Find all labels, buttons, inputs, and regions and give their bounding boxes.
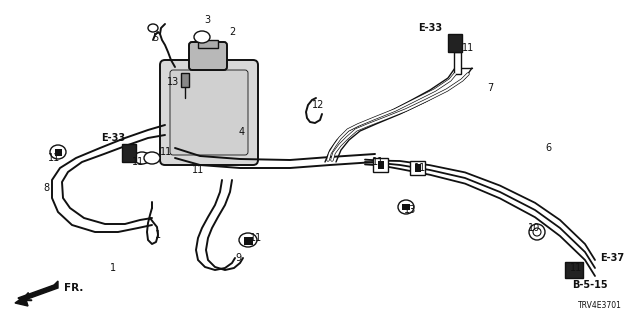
Text: 11: 11 bbox=[192, 165, 204, 175]
Text: 7: 7 bbox=[487, 83, 493, 93]
Ellipse shape bbox=[144, 152, 160, 164]
Text: 8: 8 bbox=[43, 183, 49, 193]
Bar bbox=[410, 161, 425, 175]
FancyBboxPatch shape bbox=[170, 70, 248, 155]
Text: 11: 11 bbox=[462, 43, 474, 53]
Bar bbox=[122, 144, 136, 162]
FancyBboxPatch shape bbox=[160, 60, 258, 165]
Ellipse shape bbox=[529, 224, 545, 240]
FancyBboxPatch shape bbox=[189, 42, 227, 70]
Bar bbox=[565, 262, 583, 278]
Text: TRV4E3701: TRV4E3701 bbox=[578, 301, 622, 310]
Text: 10: 10 bbox=[528, 223, 540, 233]
Bar bbox=[55, 149, 62, 156]
Text: 11: 11 bbox=[132, 157, 144, 167]
Ellipse shape bbox=[148, 24, 158, 32]
Text: 13: 13 bbox=[404, 205, 416, 215]
Bar bbox=[198, 40, 218, 48]
Text: 3: 3 bbox=[204, 15, 210, 25]
Polygon shape bbox=[15, 296, 28, 306]
Text: 1: 1 bbox=[155, 230, 161, 240]
Text: 13: 13 bbox=[167, 77, 179, 87]
Text: 11: 11 bbox=[160, 147, 172, 157]
Text: FR.: FR. bbox=[64, 283, 83, 293]
Text: 11: 11 bbox=[48, 153, 60, 163]
Ellipse shape bbox=[398, 200, 414, 214]
Bar bbox=[448, 34, 462, 52]
Bar bbox=[244, 237, 253, 245]
Polygon shape bbox=[18, 281, 58, 301]
Text: 11: 11 bbox=[372, 157, 384, 167]
Text: 11: 11 bbox=[570, 263, 582, 273]
Bar bbox=[415, 164, 421, 172]
Text: 1: 1 bbox=[110, 263, 116, 273]
Text: 11: 11 bbox=[250, 233, 262, 243]
Text: 2: 2 bbox=[229, 27, 235, 37]
Text: E-33: E-33 bbox=[101, 133, 125, 143]
Text: 4: 4 bbox=[239, 127, 245, 137]
Text: 6: 6 bbox=[545, 143, 551, 153]
Bar bbox=[378, 161, 384, 169]
Text: 12: 12 bbox=[312, 100, 324, 110]
Text: 9: 9 bbox=[235, 253, 241, 263]
Ellipse shape bbox=[50, 145, 66, 159]
Ellipse shape bbox=[194, 31, 210, 43]
Text: E-33: E-33 bbox=[418, 23, 442, 33]
Bar bbox=[454, 52, 461, 74]
Text: B-5-15: B-5-15 bbox=[572, 280, 608, 290]
Ellipse shape bbox=[533, 228, 541, 236]
Ellipse shape bbox=[239, 233, 257, 247]
Bar bbox=[181, 73, 189, 87]
Ellipse shape bbox=[134, 152, 150, 164]
Bar bbox=[402, 204, 410, 210]
Bar bbox=[373, 158, 388, 172]
Text: 5: 5 bbox=[152, 33, 158, 43]
Text: E-37: E-37 bbox=[600, 253, 624, 263]
Text: 11: 11 bbox=[414, 163, 426, 173]
